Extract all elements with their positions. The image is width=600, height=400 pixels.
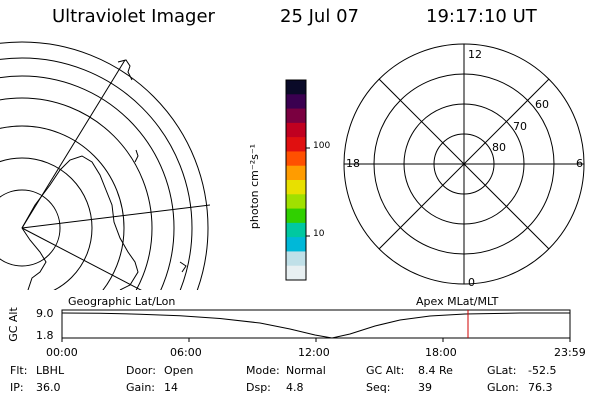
mlat-label-60: 60 <box>535 98 549 111</box>
footer-field-label: Mode: <box>246 364 280 377</box>
footer-field-value: LBHL <box>36 364 65 377</box>
geographic-map <box>0 41 210 290</box>
footer-field-label: GLat: <box>487 364 517 377</box>
footer-field-label: GLon: <box>487 381 519 394</box>
timeline-xtick: 06:00 <box>170 346 202 359</box>
lat-circle <box>0 57 193 290</box>
colorbar <box>285 79 310 281</box>
polar-plot <box>343 43 585 285</box>
footer-field-label: Door: <box>126 364 156 377</box>
colorbar-tick-100: 100 <box>313 141 331 151</box>
colorbar-segment <box>286 122 306 138</box>
timeline-axis-title: GC Alt <box>6 307 20 342</box>
lat-circle <box>0 75 175 290</box>
colorbar-segment <box>286 194 306 210</box>
footer-field-value: Normal <box>286 364 326 377</box>
coastline <box>117 59 133 81</box>
mlt-label-0: 0 <box>468 276 475 289</box>
meridian-line <box>21 227 142 290</box>
mlat-label-80: 80 <box>492 141 506 154</box>
timeline-xtick: 23:59 <box>554 346 586 359</box>
footer-field-value: 36.0 <box>36 381 61 394</box>
colorbar-unit-label: photon cm⁻²s⁻¹ <box>248 143 262 230</box>
meridian-line <box>21 204 210 229</box>
coastline <box>21 227 47 290</box>
mlt-label-6: 6 <box>576 157 583 170</box>
timeline-xtick: 00:00 <box>46 346 78 359</box>
footer-field-label: GC Alt: <box>366 364 405 377</box>
footer-field-value: 4.8 <box>286 381 304 394</box>
colorbar-segment <box>286 265 306 281</box>
footer-field-value: -52.5 <box>528 364 557 377</box>
colorbar-segment <box>286 94 306 110</box>
footer-field-value: 39 <box>418 381 432 394</box>
altitude-curve <box>61 312 570 339</box>
footer-field-label: Gain: <box>126 381 155 394</box>
colorbar-segment <box>286 137 306 152</box>
lat-circle <box>0 157 93 290</box>
timeline-xtick: 12:00 <box>298 346 330 359</box>
colorbar-segment <box>286 180 306 195</box>
footer-field-label: IP: <box>10 381 24 394</box>
colorbar-segment <box>286 151 306 167</box>
mlt-label-12: 12 <box>468 48 482 61</box>
date-label: 25 Jul 07 <box>280 6 359 27</box>
lat-circle <box>0 41 209 290</box>
coastline <box>134 149 139 163</box>
lat-circle <box>0 125 125 290</box>
colorbar-segment <box>286 208 306 224</box>
colorbar-segment <box>286 165 306 181</box>
footer-field-value: 76.3 <box>528 381 553 394</box>
coastline <box>179 261 187 273</box>
colorbar-segment <box>286 222 306 238</box>
geographic-caption: Geographic Lat/Lon <box>68 295 176 308</box>
time-label: 19:17:10 UT <box>426 6 537 27</box>
lat-circle <box>0 97 153 290</box>
coastline <box>21 155 139 290</box>
colorbar-segment <box>286 108 306 124</box>
mlt-label-18: 18 <box>346 157 360 170</box>
footer-field-value: 14 <box>164 381 178 394</box>
mlat-label-70: 70 <box>513 120 527 133</box>
timeline-panel <box>61 309 571 342</box>
colorbar-tick-10: 10 <box>313 229 325 239</box>
lat-circle <box>0 189 61 267</box>
colorbar-frame <box>285 79 307 281</box>
colorbar-segment <box>286 237 306 252</box>
timeline-xtick: 18:00 <box>425 346 457 359</box>
timeline-ytick-1-8: 1.8 <box>36 329 54 342</box>
colorbar-segment <box>286 251 306 267</box>
app-title: Ultraviolet Imager <box>52 6 215 27</box>
footer-field-label: Flt: <box>10 364 28 377</box>
footer-field-value: Open <box>164 364 194 377</box>
apex-caption: Apex MLat/MLT <box>416 295 499 308</box>
timeline-ytick-9: 9.0 <box>36 307 54 320</box>
mlt-diagonal <box>378 78 550 250</box>
footer-field-label: Dsp: <box>246 381 271 394</box>
footer-field-value: 8.4 Re <box>418 364 453 377</box>
footer-field-label: Seq: <box>366 381 391 394</box>
colorbar-segment <box>286 80 306 95</box>
